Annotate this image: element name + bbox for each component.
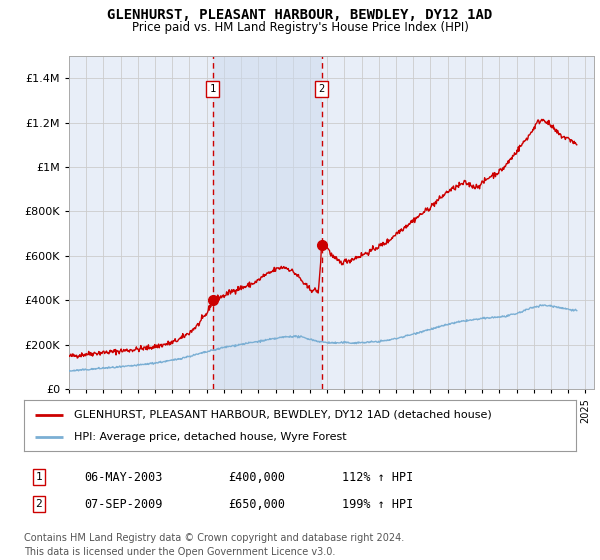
Text: 1: 1 — [209, 85, 216, 94]
Text: GLENHURST, PLEASANT HARBOUR, BEWDLEY, DY12 1AD: GLENHURST, PLEASANT HARBOUR, BEWDLEY, DY… — [107, 8, 493, 22]
Text: 06-MAY-2003: 06-MAY-2003 — [84, 470, 163, 484]
Text: Price paid vs. HM Land Registry's House Price Index (HPI): Price paid vs. HM Land Registry's House … — [131, 21, 469, 34]
Text: £400,000: £400,000 — [228, 470, 285, 484]
Text: HPI: Average price, detached house, Wyre Forest: HPI: Average price, detached house, Wyre… — [74, 432, 346, 442]
Text: 199% ↑ HPI: 199% ↑ HPI — [342, 497, 413, 511]
Text: 112% ↑ HPI: 112% ↑ HPI — [342, 470, 413, 484]
Text: £650,000: £650,000 — [228, 497, 285, 511]
Text: GLENHURST, PLEASANT HARBOUR, BEWDLEY, DY12 1AD (detached house): GLENHURST, PLEASANT HARBOUR, BEWDLEY, DY… — [74, 409, 491, 419]
Bar — [213, 56, 322, 389]
Text: 1: 1 — [35, 472, 43, 482]
Text: 07-SEP-2009: 07-SEP-2009 — [84, 497, 163, 511]
Text: 2: 2 — [35, 499, 43, 509]
Text: 2: 2 — [319, 85, 325, 94]
Text: Contains HM Land Registry data © Crown copyright and database right 2024.
This d: Contains HM Land Registry data © Crown c… — [24, 533, 404, 557]
